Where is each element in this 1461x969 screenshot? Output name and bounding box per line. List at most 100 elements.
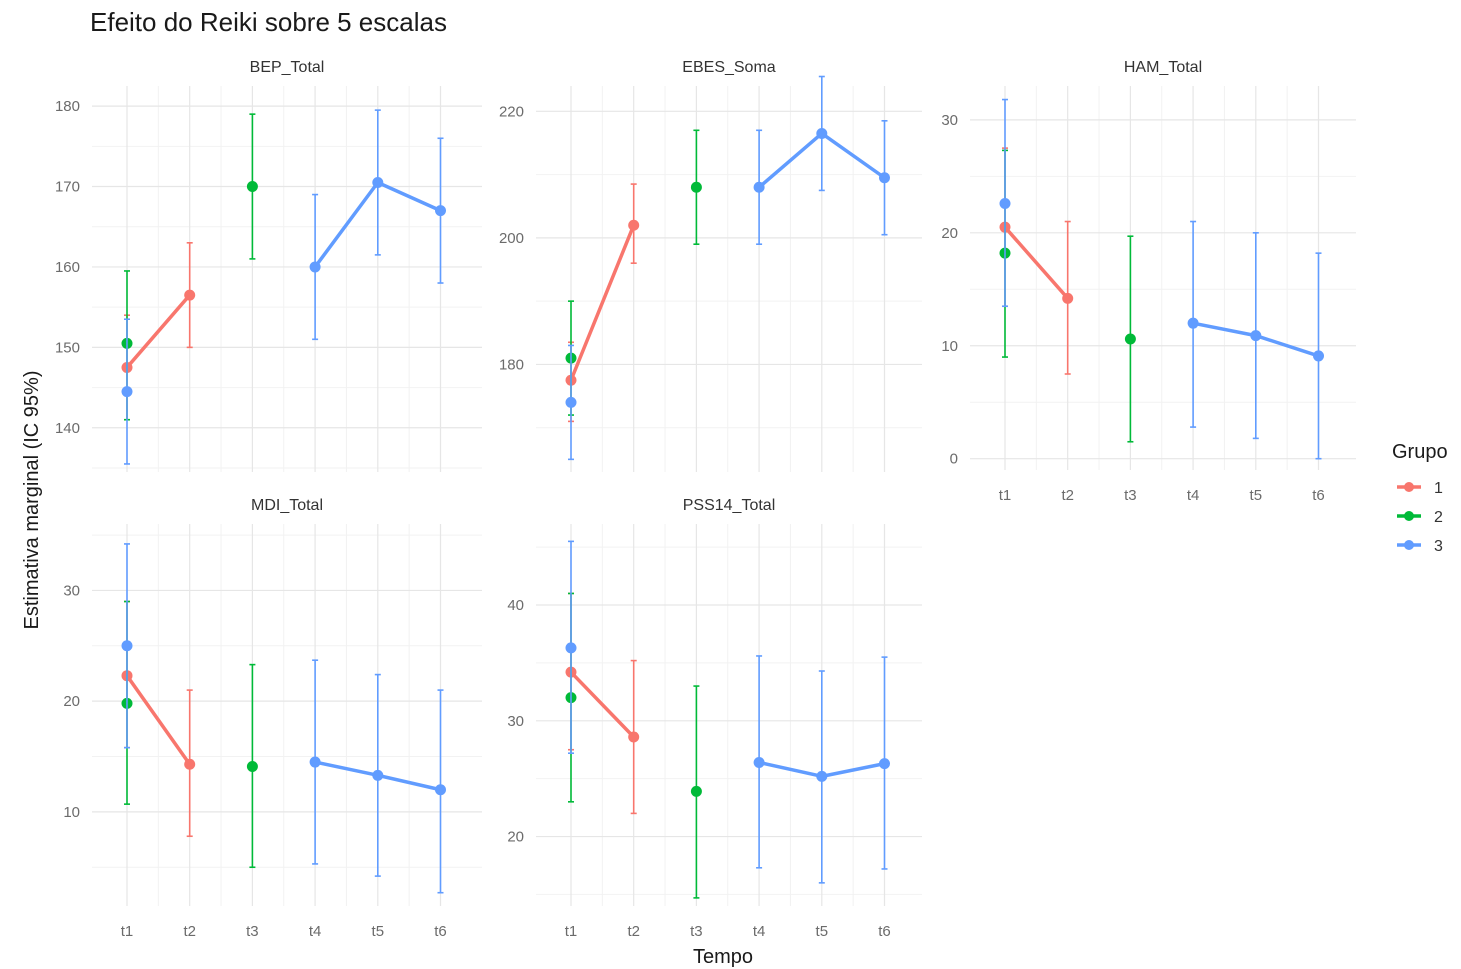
facet-panel: 180 200 220 EBES_Soma <box>499 59 922 472</box>
series-line <box>1254 333 1321 358</box>
facet-panels: 140150160170180BEP_Total180200220EBES_So… <box>55 59 1356 940</box>
y-tick-label: 20 <box>507 829 524 846</box>
series-line <box>313 180 380 269</box>
x-tick-label: t2 <box>627 923 640 940</box>
facet-label: EBES_Soma <box>682 59 775 76</box>
data-point <box>753 756 765 768</box>
series-line <box>569 223 636 382</box>
facet-panel: 0 10 20 30 t1 t2 t3 t4 t5 t6 HAM_Total <box>941 59 1356 504</box>
y-tick-label: 200 <box>499 230 524 247</box>
series-line <box>1191 321 1258 338</box>
data-point <box>309 756 321 768</box>
y-tick-label: 20 <box>941 225 958 242</box>
y-tick-label: 20 <box>63 693 80 710</box>
legend-title: Grupo <box>1392 441 1448 463</box>
y-tick-label: 220 <box>499 103 524 120</box>
y-tick-label: 140 <box>55 420 80 437</box>
facet-label: BEP_Total <box>250 59 325 76</box>
x-tick-label: t6 <box>878 923 891 940</box>
data-point <box>184 289 196 301</box>
data-point <box>628 219 640 231</box>
y-tick-label: 0 <box>950 451 958 468</box>
series-line <box>376 773 443 792</box>
series-line <box>376 180 443 213</box>
legend: Grupo 1 2 3 <box>1392 441 1448 555</box>
x-tick-label: t2 <box>1061 487 1074 504</box>
series-line <box>757 131 824 189</box>
series-line <box>569 670 636 739</box>
data-point <box>816 770 828 782</box>
x-tick-label: t1 <box>121 923 134 940</box>
x-tick-label: t2 <box>183 923 196 940</box>
data-point <box>628 731 640 743</box>
y-tick-label: 180 <box>55 98 80 115</box>
data-point <box>121 386 133 398</box>
x-tick-label: t3 <box>1124 487 1137 504</box>
series-line <box>820 761 887 779</box>
series-line <box>125 673 192 767</box>
y-tick-label: 160 <box>55 259 80 276</box>
x-tick-label: t4 <box>1187 487 1200 504</box>
x-tick-label: t1 <box>999 487 1012 504</box>
data-point <box>879 758 890 770</box>
y-tick-label: 30 <box>63 582 80 599</box>
data-point <box>246 760 258 772</box>
x-tick-label: t5 <box>1250 487 1263 504</box>
y-tick-label: 30 <box>941 112 958 129</box>
series-line <box>820 131 887 180</box>
series-line <box>1003 225 1070 301</box>
y-tick-label: 150 <box>55 339 80 356</box>
data-point <box>690 181 702 193</box>
data-point <box>121 640 133 652</box>
x-tick-label: t1 <box>565 923 578 940</box>
facet-label: PSS14_Total <box>683 497 776 514</box>
series-line <box>313 760 380 778</box>
series-line <box>125 293 192 370</box>
data-point <box>184 758 196 770</box>
facet-label: HAM_Total <box>1124 59 1202 76</box>
y-tick-label: 170 <box>55 179 80 196</box>
facet-label: MDI_Total <box>251 497 323 514</box>
x-axis-title: Tempo <box>693 946 753 968</box>
data-point <box>1313 350 1324 362</box>
y-tick-label: 30 <box>507 713 524 730</box>
x-tick-label: t4 <box>309 923 322 940</box>
x-tick-label: t3 <box>246 923 259 940</box>
x-tick-label: t4 <box>753 923 766 940</box>
data-point <box>372 769 384 781</box>
data-point <box>565 396 577 408</box>
legend-label: 3 <box>1434 538 1443 555</box>
data-point <box>879 172 890 184</box>
legend-key-point <box>1404 511 1414 521</box>
data-point <box>1187 317 1199 329</box>
data-point <box>435 784 446 796</box>
y-tick-label: 10 <box>941 338 958 355</box>
x-tick-label: t6 <box>1312 487 1325 504</box>
data-point <box>1124 333 1136 345</box>
data-point <box>1062 292 1074 304</box>
legend-label: 2 <box>1434 509 1443 526</box>
data-point <box>565 642 577 654</box>
data-point <box>246 181 258 193</box>
chart-title: Efeito do Reiki sobre 5 escalas <box>90 7 447 37</box>
y-tick-label: 180 <box>499 356 524 373</box>
y-tick-label: 40 <box>507 597 524 614</box>
data-point <box>690 785 702 797</box>
data-point <box>1250 330 1262 342</box>
facet-panel: 20 30 40 t1 t2 t3 t4 t5 t6 PSS14_Total <box>507 497 922 940</box>
data-point <box>372 177 384 188</box>
data-point <box>435 205 446 217</box>
facet-panel: 140 150 160 170 180 BEP_Total <box>55 59 482 472</box>
x-tick-label: t5 <box>372 923 385 940</box>
x-tick-label: t3 <box>690 923 703 940</box>
y-tick-label: 10 <box>63 804 80 821</box>
data-point <box>309 261 321 273</box>
data-point <box>753 181 765 193</box>
legend-key-point <box>1404 482 1414 492</box>
data-point <box>999 197 1011 209</box>
x-tick-label: t6 <box>434 923 447 940</box>
data-point <box>816 127 828 139</box>
series-line <box>757 760 824 779</box>
facet-panel: 10 20 30 t1 t2 t3 t4 t5 t6 MDI_Total <box>63 497 482 940</box>
